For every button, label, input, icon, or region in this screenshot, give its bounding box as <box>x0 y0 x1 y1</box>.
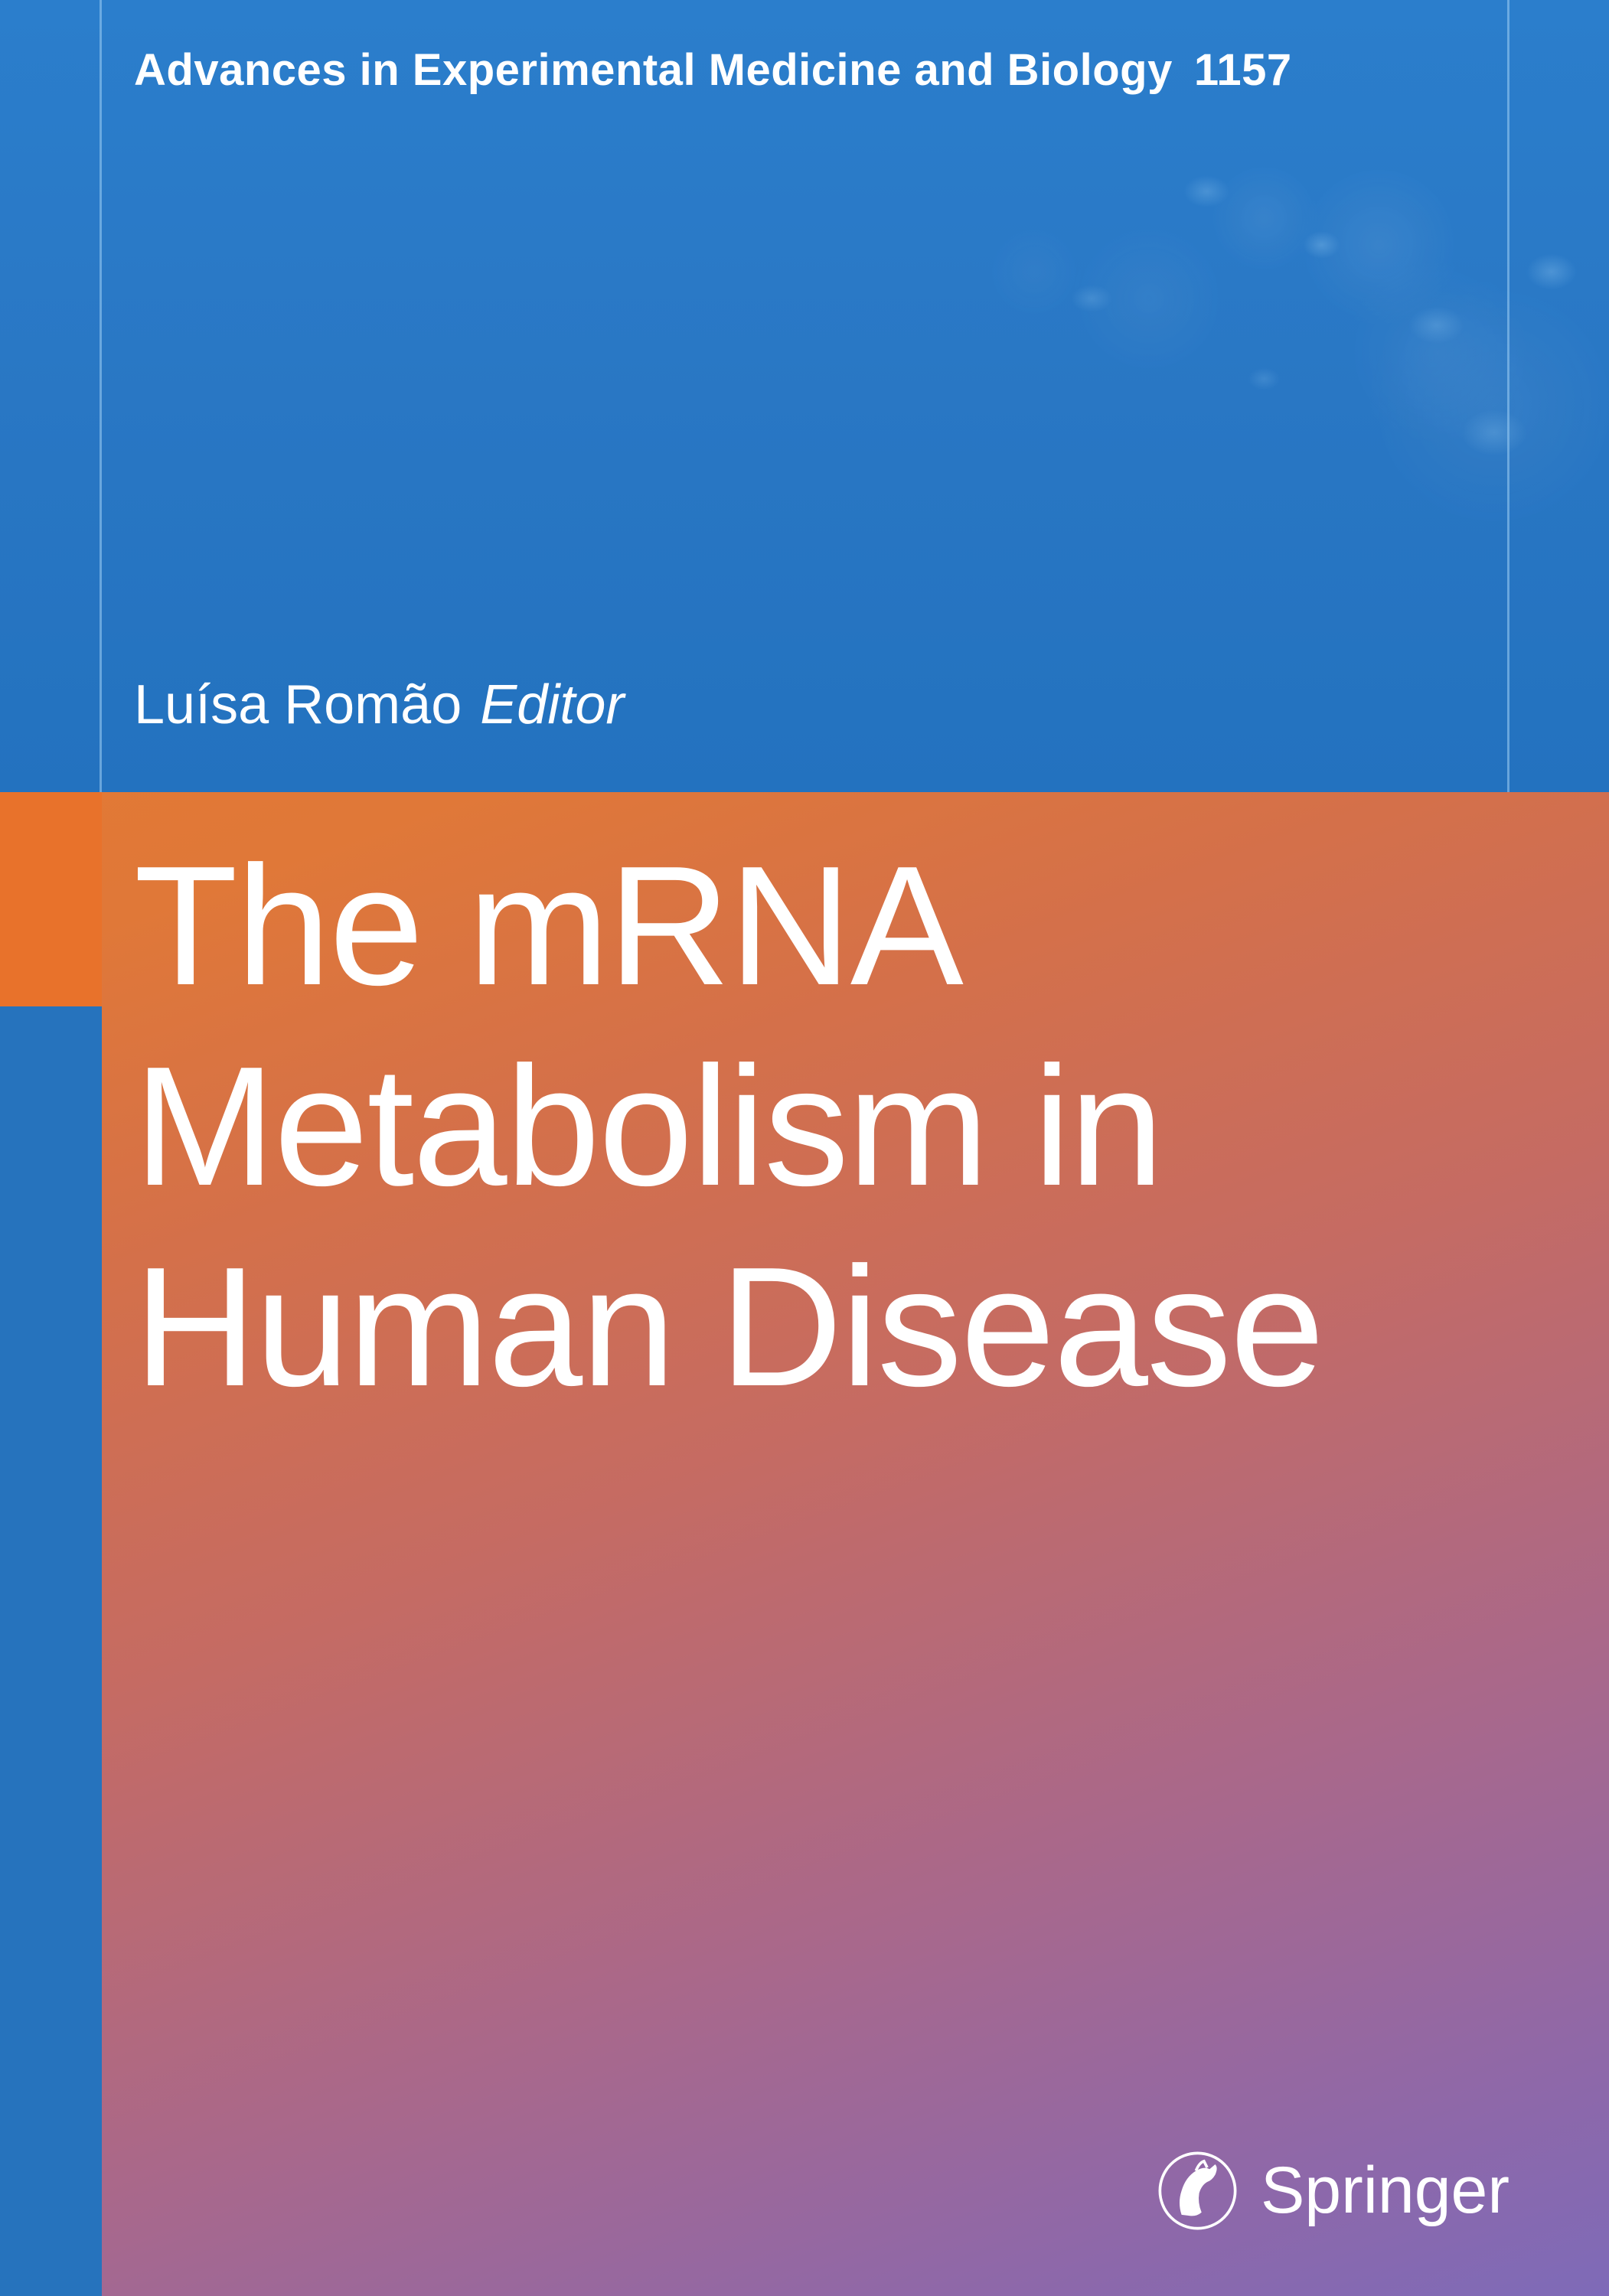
editor-block: Luísa Romão Editor <box>134 673 624 736</box>
volume-number: 1157 <box>1194 45 1292 95</box>
blue-strip <box>0 1006 102 2296</box>
texture-decoration <box>459 138 1609 673</box>
publisher-block: Springer <box>1157 2147 1509 2235</box>
vertical-rule-left <box>100 0 102 792</box>
book-title: The mRNA Metabolism in Human Disease <box>134 827 1509 1428</box>
editor-role: Editor <box>480 674 624 735</box>
editor-name: Luísa Romão <box>134 674 462 735</box>
series-header: Advances in Experimental Medicine and Bi… <box>134 44 1292 96</box>
springer-horse-icon <box>1157 2147 1238 2235</box>
publisher-name: Springer <box>1261 2153 1509 2229</box>
vertical-rule-right <box>1507 0 1509 792</box>
series-name: Advances in Experimental Medicine and Bi… <box>134 45 1173 95</box>
orange-tab <box>0 792 102 1006</box>
book-cover: Advances in Experimental Medicine and Bi… <box>0 0 1609 2296</box>
top-section: Advances in Experimental Medicine and Bi… <box>0 0 1609 792</box>
